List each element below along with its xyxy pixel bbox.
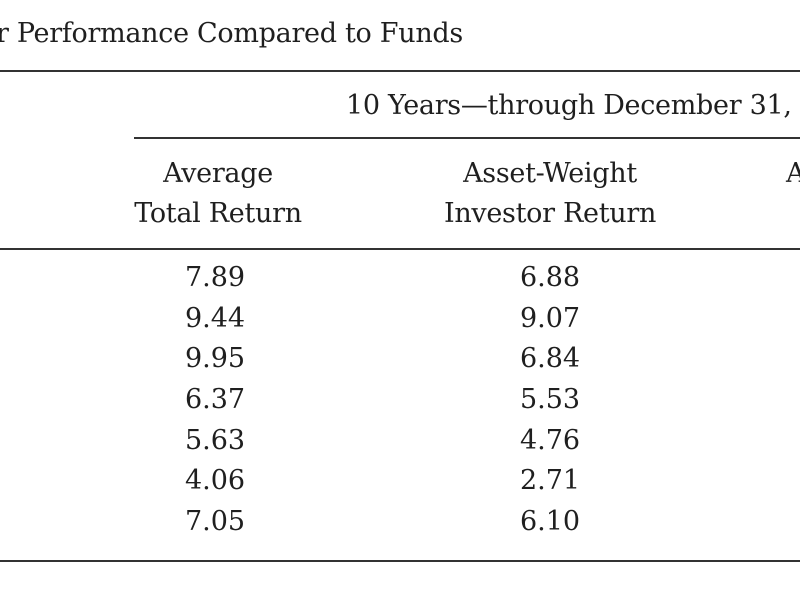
table-cell: 6.10 <box>519 506 581 538</box>
column-header-line: Average <box>163 158 273 189</box>
table-cell: 9.44 <box>184 302 246 334</box>
table-cell: 5.63 <box>184 424 246 456</box>
top-rule <box>0 70 800 72</box>
column-header-asset-weight-investor-return: Asset-Weight Investor Return <box>420 154 680 234</box>
table-cell: 4.76 <box>519 424 581 456</box>
column-header-line: Investor Return <box>443 198 657 229</box>
table-cell: 6.88 <box>519 262 581 293</box>
bottom-rule <box>0 560 800 562</box>
period-span-header: 10 Years—through December 31, 2 <box>346 90 800 121</box>
table-cell: 6.37 <box>184 384 246 416</box>
table-cell: 4.06 <box>184 465 246 497</box>
span-header-rule <box>134 137 800 139</box>
table-title: r Performance Compared to Funds <box>0 18 463 49</box>
column-header-line: Asset-Weight <box>463 158 637 189</box>
table-cell: 7.89 <box>184 262 246 293</box>
table-column-average-total-return: 7.89 9.44 9.95 6.37 5.63 4.06 7.05 <box>170 258 260 543</box>
table-cell: 9.07 <box>519 302 581 334</box>
table-cell: 2.71 <box>519 465 581 497</box>
table-column-asset-weight-investor-return: 6.88 9.07 6.84 5.53 4.76 2.71 6.10 <box>505 258 595 543</box>
table-cell: 5.53 <box>519 384 581 416</box>
header-rule <box>0 248 800 250</box>
table-cell: 7.05 <box>184 506 246 538</box>
table-cell: 6.84 <box>519 343 581 375</box>
column-header-average-total-return: Average Total Return <box>128 154 308 234</box>
column-header-line: Total Return <box>134 198 302 229</box>
table-cell: 9.95 <box>184 343 246 375</box>
column-header-line: A <box>786 158 800 189</box>
column-header-truncated: A <box>786 154 800 194</box>
